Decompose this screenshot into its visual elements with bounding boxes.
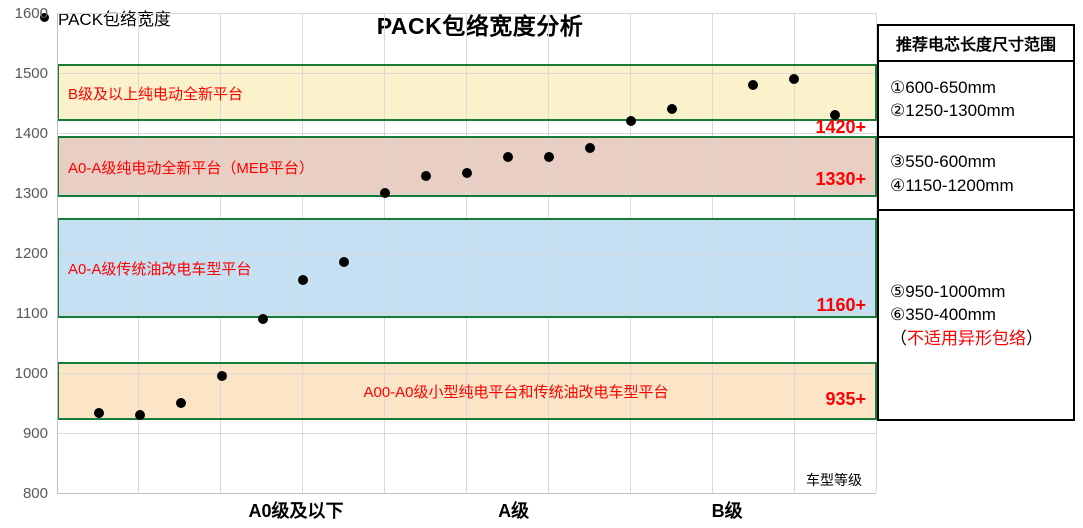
cell-line: ⑥350-400mm [890,305,996,325]
cell-line: ④1150-1200mm [890,175,1014,195]
platform-band-3 [58,218,876,318]
platform-band-label-2: A0-A级纯电动全新平台（MEB平台） [68,159,314,177]
platform-band-border-3 [57,217,877,319]
cell-line: ②1250-1300mm [890,101,1015,120]
data-point [584,143,595,153]
data-point [175,398,186,408]
y-tick-label: 1200 [14,245,48,262]
panel-header: 推荐电芯长度尺寸范围 [879,26,1073,62]
platform-band-1 [58,65,876,120]
y-tick-label: 1100 [15,305,48,322]
data-point [666,104,677,114]
platform-band-border-4 [57,361,877,421]
y-tick-label: 1000 [14,365,48,382]
y-tick-label: 1300 [14,185,48,202]
cell-line: ③550-600mm [890,152,996,172]
v-gridline [138,13,140,493]
cell-note-red: 不适用异形包络 [907,328,1026,348]
panel-cell-3: ⑤950-1000mm ⑥350-400mm （不适用异形包络） [879,209,1073,419]
v-gridline [711,13,713,493]
data-point [421,171,432,182]
y-axis-line [57,13,58,493]
data-point [134,410,145,420]
cell-note: （不适用异形包络） [890,328,1043,348]
v-gridline [302,13,304,493]
panel-cell-2: ③550-600mm ④1150-1200mm [879,136,1073,209]
data-point [216,371,227,381]
data-point [339,257,350,267]
v-gridline [384,13,386,493]
y-tick-label: 1400 [14,125,48,142]
platform-band-border-1 [57,64,877,121]
recommendation-panel: 推荐电芯长度尺寸范围 ①600-650mm ②1250-1300mm ③550-… [877,24,1075,421]
series-legend: PACK包络宽度 [40,4,171,30]
platform-band-border-2 [57,136,877,197]
data-point [257,314,268,324]
panel-cell-1: ①600-650mm ②1250-1300mm [879,62,1073,136]
data-point [789,74,800,84]
data-point [502,152,513,162]
x-axis-title: 车型等级 [806,472,862,488]
v-gridline [547,13,549,493]
band-min-label-1: 1420+ [815,117,866,137]
cell-line: ⑤950-1000mm [890,281,1006,301]
data-point [748,80,759,90]
data-point [830,110,841,120]
data-point [625,116,636,126]
band-min-label-3: 1160+ [816,295,866,315]
v-gridline [466,13,467,493]
platform-band-2 [58,137,876,196]
y-tick-label: 1500 [14,65,48,82]
platform-band-label-3: A0-A级传统油改电车型平台 [68,261,252,278]
y-tick-label: 800 [22,485,48,502]
cell-line: ①600-650mm [890,77,996,97]
v-gridline [220,13,222,493]
band-min-label-2: 1330+ [815,169,866,189]
x-axis-line [57,493,876,494]
data-point [298,275,309,285]
series-legend-label: PACK包络宽度 [58,9,172,29]
band-min-label-4: 935+ [825,389,866,409]
platform-band-4 [58,362,876,420]
y-tick-label: 1600 [14,5,48,22]
data-point [543,152,554,162]
data-point [380,188,391,198]
x-category-label: A级 [498,501,530,521]
data-point [462,168,472,179]
y-tick-label: 900 [22,425,48,442]
x-category-label: A0级及以下 [248,501,344,521]
x-category-label: B级 [711,501,743,521]
v-gridline [629,13,631,493]
platform-band-label-1: B级及以上纯电动全新平台 [68,85,244,103]
data-point [93,408,104,419]
platform-band-label-4: A00-A0级小型纯电平台和传统油改电车型平台 [363,384,669,401]
series-marker-icon [40,12,49,22]
v-gridline [793,13,795,493]
